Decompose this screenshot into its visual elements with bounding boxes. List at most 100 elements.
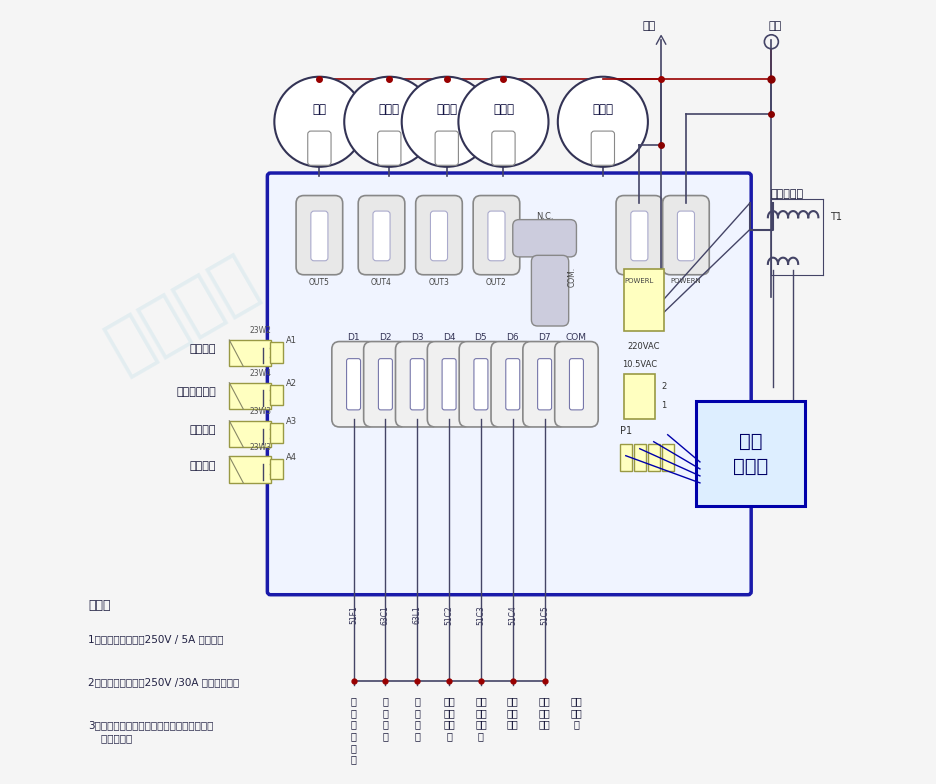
- FancyBboxPatch shape: [395, 342, 439, 427]
- Text: 2）压机控制输出为250V /30A 无源常开触点: 2）压机控制输出为250V /30A 无源常开触点: [88, 677, 239, 687]
- Text: 63L1: 63L1: [412, 605, 421, 624]
- FancyBboxPatch shape: [522, 342, 565, 427]
- FancyBboxPatch shape: [695, 401, 804, 506]
- FancyBboxPatch shape: [410, 358, 424, 410]
- Text: 冷
冻
水
流
保
护: 冷 冻 水 流 保 护: [350, 696, 356, 764]
- Circle shape: [274, 77, 364, 167]
- FancyBboxPatch shape: [430, 211, 447, 261]
- Text: 显示
控制板: 显示 控制板: [732, 432, 768, 476]
- Bar: [634, 444, 645, 471]
- Text: POWERN: POWERN: [670, 278, 700, 284]
- FancyBboxPatch shape: [662, 195, 709, 274]
- Circle shape: [402, 77, 491, 167]
- FancyBboxPatch shape: [267, 173, 751, 595]
- FancyBboxPatch shape: [346, 358, 360, 410]
- Text: COM.: COM.: [566, 267, 576, 287]
- Text: 3）若外接设备功率较大请勿必跨接中间继电
    器或接触器: 3）若外接设备功率较大请勿必跨接中间继电 器或接触器: [88, 720, 213, 743]
- Text: 低
压
保
护: 低 压 保 护: [414, 696, 419, 741]
- Text: 零线: 零线: [768, 21, 781, 31]
- Text: D2: D2: [379, 332, 391, 342]
- FancyBboxPatch shape: [554, 342, 597, 427]
- Text: 2: 2: [661, 382, 665, 391]
- Text: A4: A4: [285, 452, 297, 462]
- FancyBboxPatch shape: [459, 342, 502, 427]
- Text: 220VAC: 220VAC: [627, 342, 660, 350]
- FancyBboxPatch shape: [427, 342, 470, 427]
- FancyBboxPatch shape: [229, 421, 271, 447]
- FancyBboxPatch shape: [677, 211, 694, 261]
- Text: OUT2: OUT2: [486, 278, 506, 287]
- FancyBboxPatch shape: [307, 131, 330, 165]
- Text: 63C1: 63C1: [381, 605, 389, 626]
- Text: A1: A1: [285, 336, 297, 345]
- FancyBboxPatch shape: [378, 358, 392, 410]
- Text: 51C3: 51C3: [475, 605, 485, 626]
- FancyBboxPatch shape: [473, 195, 519, 274]
- Text: 出水温度: 出水温度: [189, 461, 216, 471]
- FancyBboxPatch shape: [296, 195, 343, 274]
- FancyBboxPatch shape: [331, 342, 375, 427]
- FancyBboxPatch shape: [623, 270, 664, 332]
- Text: D5: D5: [475, 332, 487, 342]
- FancyBboxPatch shape: [569, 358, 583, 410]
- Text: 1: 1: [661, 401, 665, 410]
- Text: T1: T1: [828, 212, 841, 223]
- Text: 冷却出水温度: 冷却出水温度: [176, 387, 216, 397]
- Text: D3: D3: [411, 332, 423, 342]
- FancyBboxPatch shape: [229, 340, 271, 366]
- FancyBboxPatch shape: [512, 220, 576, 257]
- FancyBboxPatch shape: [505, 358, 519, 410]
- Text: 火线: 火线: [642, 21, 655, 31]
- Text: D4: D4: [443, 332, 455, 342]
- FancyBboxPatch shape: [537, 358, 551, 410]
- Text: 冷却
水流
保护: 冷却 水流 保护: [506, 696, 519, 730]
- Text: 51C4: 51C4: [507, 605, 517, 626]
- Text: N.C.: N.C.: [535, 212, 553, 221]
- FancyBboxPatch shape: [377, 131, 401, 165]
- FancyBboxPatch shape: [363, 342, 407, 427]
- Circle shape: [458, 77, 548, 167]
- FancyBboxPatch shape: [358, 195, 404, 274]
- FancyBboxPatch shape: [442, 358, 456, 410]
- Bar: [271, 385, 283, 405]
- Text: OUT4: OUT4: [371, 278, 391, 287]
- Text: 压缩
机过
载保
护: 压缩 机过 载保 护: [475, 696, 487, 741]
- Text: 环境温度: 环境温度: [189, 425, 216, 435]
- Circle shape: [344, 77, 434, 167]
- Bar: [271, 343, 283, 362]
- FancyBboxPatch shape: [416, 195, 461, 274]
- Text: 电源变压器: 电源变压器: [769, 190, 802, 199]
- Text: OUT3: OUT3: [428, 278, 449, 287]
- Bar: [661, 444, 673, 471]
- Text: POWERL: POWERL: [624, 278, 653, 284]
- Bar: [647, 444, 659, 471]
- Text: 1）一般控制输出为250V / 5A 常开触点: 1）一般控制输出为250V / 5A 常开触点: [88, 634, 223, 644]
- Text: COM: COM: [565, 332, 586, 342]
- Bar: [620, 444, 631, 471]
- Text: 10.5VAC: 10.5VAC: [622, 360, 656, 368]
- Bar: [271, 423, 283, 443]
- FancyBboxPatch shape: [630, 211, 647, 261]
- Text: www.hirunk.com: www.hirunk.com: [399, 407, 537, 497]
- FancyBboxPatch shape: [591, 131, 614, 165]
- Text: 51C2: 51C2: [444, 605, 453, 625]
- Circle shape: [557, 77, 647, 167]
- FancyBboxPatch shape: [229, 456, 271, 483]
- Text: 注意：: 注意：: [88, 600, 110, 612]
- Text: D7: D7: [537, 332, 550, 342]
- Text: 23W2: 23W2: [249, 326, 271, 336]
- Text: D6: D6: [506, 332, 519, 342]
- Text: 进水温度: 进水温度: [189, 344, 216, 354]
- Text: 辅热: 辅热: [312, 103, 326, 116]
- FancyBboxPatch shape: [623, 374, 654, 419]
- FancyBboxPatch shape: [434, 131, 458, 165]
- Text: 海润通控: 海润通控: [382, 321, 554, 459]
- FancyBboxPatch shape: [488, 211, 505, 261]
- Text: 51F1: 51F1: [349, 605, 358, 624]
- Text: 压缩机: 压缩机: [592, 103, 613, 116]
- Text: P1: P1: [620, 426, 632, 436]
- Text: 冷却泵: 冷却泵: [436, 103, 457, 116]
- Text: 风机
盘管
联锁: 风机 盘管 联锁: [538, 696, 549, 730]
- Text: 冷冻泵: 冷冻泵: [378, 103, 400, 116]
- Text: 保护
公共
端: 保护 公共 端: [570, 696, 581, 730]
